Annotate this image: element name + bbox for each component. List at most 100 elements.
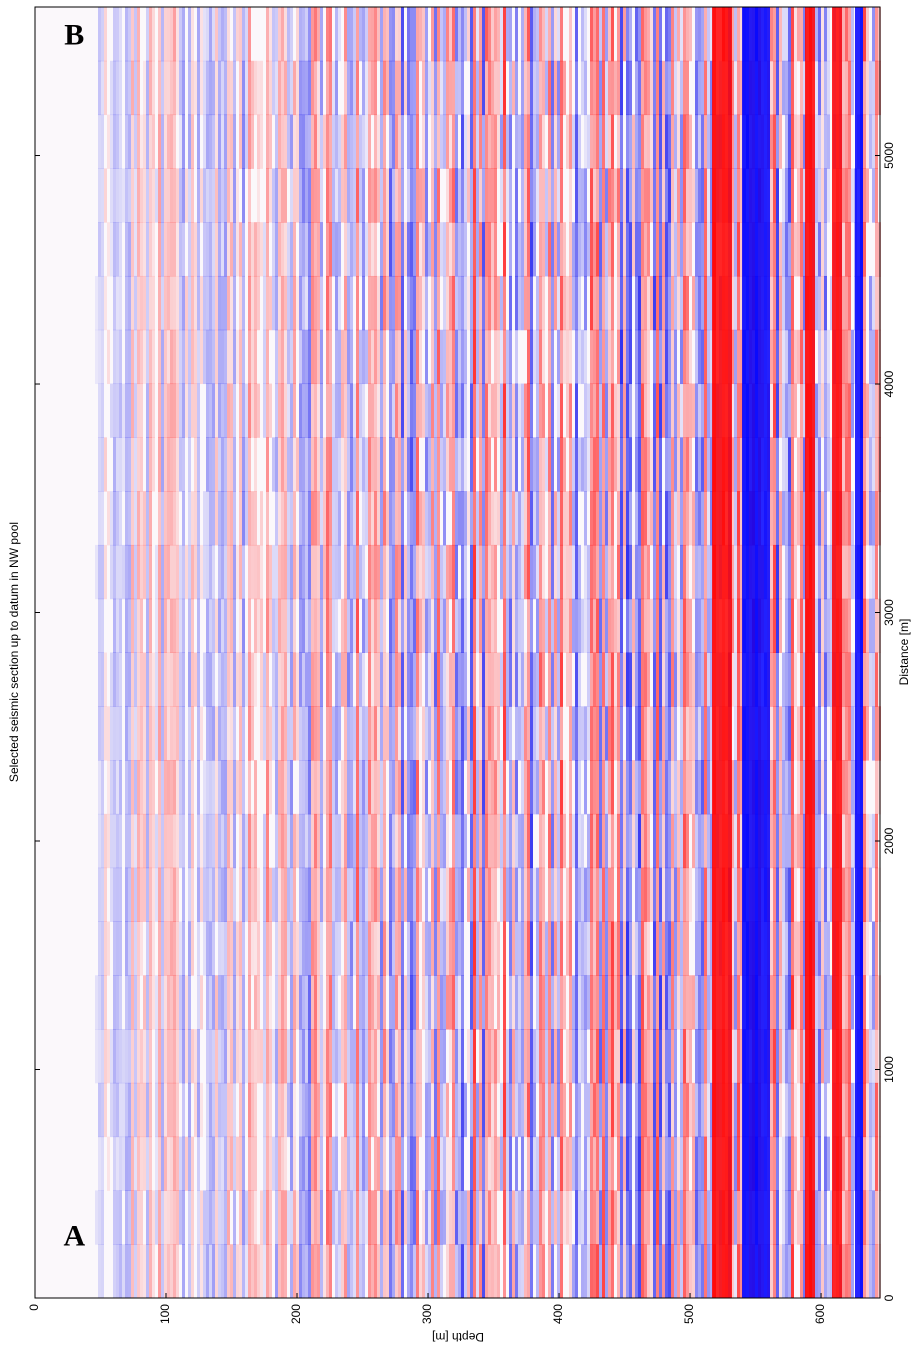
seismic-texture <box>647 1083 650 1137</box>
seismic-texture <box>242 706 245 760</box>
seismic-texture <box>551 653 554 707</box>
seismic-texture <box>611 276 614 330</box>
seismic-texture <box>674 814 677 868</box>
seismic-texture <box>443 1083 446 1137</box>
seismic-texture <box>434 115 437 169</box>
seismic-texture <box>224 276 227 330</box>
seismic-texture <box>611 1083 614 1137</box>
seismic-texture <box>350 1190 353 1244</box>
seismic-texture <box>707 61 710 115</box>
seismic-texture <box>569 760 572 814</box>
seismic-texture <box>140 1029 143 1083</box>
seismic-texture <box>212 1190 215 1244</box>
seismic-texture <box>362 61 365 115</box>
seismic-texture <box>335 384 338 438</box>
seismic-texture <box>338 7 341 61</box>
seismic-texture <box>575 384 578 438</box>
seismic-texture <box>560 384 563 438</box>
seismic-texture <box>542 975 545 1029</box>
seismic-texture <box>653 276 656 330</box>
seismic-texture <box>146 545 149 599</box>
seismic-texture <box>785 330 788 384</box>
seismic-texture <box>683 1137 686 1191</box>
seismic-texture <box>179 222 182 276</box>
seismic-texture <box>110 491 113 545</box>
seismic-texture <box>680 706 683 760</box>
seismic-texture <box>632 115 635 169</box>
seismic-texture <box>431 384 434 438</box>
seismic-texture <box>425 222 428 276</box>
seismic-texture <box>644 1244 647 1298</box>
seismic-texture <box>551 115 554 169</box>
seismic-texture <box>779 491 782 545</box>
seismic-texture <box>197 61 200 115</box>
seismic-texture <box>701 330 704 384</box>
seismic-texture <box>536 599 539 653</box>
seismic-texture <box>227 61 230 115</box>
seismic-texture <box>689 437 692 491</box>
seismic-texture <box>476 1137 479 1191</box>
seismic-texture <box>707 760 710 814</box>
seismic-texture <box>557 1029 560 1083</box>
seismic-texture <box>350 7 353 61</box>
seismic-texture <box>734 975 737 1029</box>
seismic-texture <box>623 168 626 222</box>
seismic-texture <box>242 115 245 169</box>
seismic-texture <box>596 921 599 975</box>
seismic-texture <box>464 653 467 707</box>
seismic-texture <box>641 61 644 115</box>
seismic-texture <box>479 168 482 222</box>
seismic-texture <box>125 61 128 115</box>
seismic-texture <box>617 276 620 330</box>
seismic-texture <box>530 330 533 384</box>
seismic-texture <box>590 545 593 599</box>
seismic-texture <box>542 222 545 276</box>
seismic-texture <box>356 7 359 61</box>
seismic-texture <box>641 921 644 975</box>
seismic-texture <box>650 1083 653 1137</box>
seismic-texture <box>290 1137 293 1191</box>
seismic-texture <box>383 653 386 707</box>
seismic-texture <box>299 1029 302 1083</box>
seismic-texture <box>209 168 212 222</box>
seismic-texture <box>446 1190 449 1244</box>
seismic-texture <box>257 1029 260 1083</box>
seismic-texture <box>578 276 581 330</box>
seismic-texture <box>785 1244 788 1298</box>
seismic-texture <box>146 1137 149 1191</box>
seismic-texture <box>224 706 227 760</box>
seismic-texture <box>689 1083 692 1137</box>
seismic-texture <box>116 437 119 491</box>
seismic-texture <box>458 491 461 545</box>
seismic-texture <box>119 491 122 545</box>
seismic-texture <box>680 276 683 330</box>
seismic-texture <box>191 706 194 760</box>
seismic-texture <box>482 115 485 169</box>
seismic-texture <box>596 168 599 222</box>
seismic-texture <box>707 599 710 653</box>
seismic-texture <box>788 276 791 330</box>
seismic-texture <box>617 1244 620 1298</box>
seismic-texture <box>287 921 290 975</box>
seismic-texture <box>431 1083 434 1137</box>
seismic-texture <box>770 384 773 438</box>
seismic-texture <box>686 1190 689 1244</box>
seismic-texture <box>338 330 341 384</box>
seismic-texture <box>395 222 398 276</box>
seismic-texture <box>623 222 626 276</box>
seismic-texture <box>359 115 362 169</box>
seismic-texture <box>701 706 704 760</box>
seismic-texture <box>104 653 107 707</box>
seismic-texture <box>626 1244 629 1298</box>
seismic-texture <box>374 276 377 330</box>
seismic-texture <box>230 491 233 545</box>
seismic-texture <box>140 599 143 653</box>
seismic-texture <box>680 975 683 1029</box>
seismic-texture <box>650 706 653 760</box>
seismic-texture <box>113 760 116 814</box>
seismic-texture <box>482 599 485 653</box>
seismic-texture <box>122 1137 125 1191</box>
seismic-texture <box>209 276 212 330</box>
seismic-texture <box>392 814 395 868</box>
seismic-texture <box>515 975 518 1029</box>
